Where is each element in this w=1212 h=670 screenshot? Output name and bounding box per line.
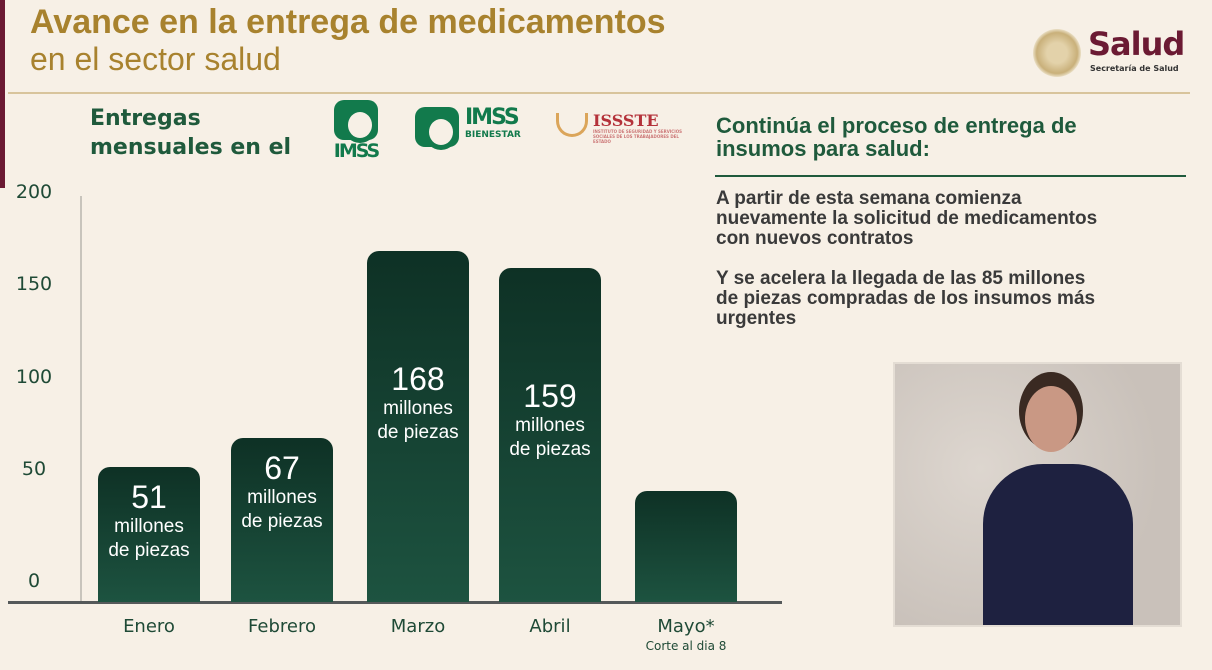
bar-mayo: 38millonesde piezas bbox=[635, 491, 737, 602]
imss-logo: IMSS bbox=[332, 100, 380, 162]
y-tick-label: 200 bbox=[15, 181, 53, 203]
salud-logo-subtitle: Secretaría de Salud bbox=[1090, 64, 1179, 73]
x-tick-note: Corte al dia 8 bbox=[645, 639, 727, 653]
data-label: 67 bbox=[264, 449, 300, 486]
salud-logo: Salud bbox=[1088, 25, 1185, 63]
paragraph-2-line: de piezas compradas de los insumos más bbox=[716, 288, 1096, 309]
x-tick-label: Abril bbox=[529, 616, 571, 637]
chart-heading-line2: mensuales en el bbox=[90, 135, 292, 160]
header-divider bbox=[8, 92, 1190, 94]
data-label: 51 bbox=[131, 479, 167, 516]
bar-abril: 159 millones de piezas bbox=[499, 267, 601, 602]
interpreter-head bbox=[1025, 386, 1077, 452]
y-tick-label: 150 bbox=[15, 273, 53, 296]
paragraph-2: Y se acelera la llegada de las 85 millon… bbox=[716, 269, 1095, 329]
right-divider bbox=[715, 175, 1186, 177]
paragraph-1-line: nuevamente la solicitud de medicamentos bbox=[716, 208, 1098, 229]
data-label: 168 bbox=[391, 361, 445, 398]
page-title: Avance en la entrega de medicamentos bbox=[30, 3, 666, 41]
issste-hands-icon bbox=[556, 113, 588, 137]
accent-bar bbox=[0, 0, 5, 188]
y-tick-label: 0 bbox=[27, 570, 41, 592]
x-tick-label: Marzo bbox=[390, 616, 446, 637]
imss-emblem-icon bbox=[334, 100, 378, 143]
bar-marzo: 168 millones de piezas bbox=[367, 251, 469, 602]
imss-bienestar-logo: IMSS BIENESTAR bbox=[415, 105, 521, 150]
imss-bienestar-emblem-icon bbox=[415, 107, 459, 150]
paragraph-1-line: con nuevos contratos bbox=[716, 228, 914, 249]
y-tick-label: 50 bbox=[21, 457, 47, 480]
page-subtitle: en el sector salud bbox=[30, 41, 281, 77]
bar-enero: 51 millones de piezas bbox=[98, 467, 200, 602]
x-axis bbox=[8, 601, 782, 604]
issste-logo: ISSSTE INSTITUTO DE SEGURIDAD Y SERVICIOS… bbox=[556, 113, 693, 144]
x-tick-label: Enero bbox=[123, 616, 175, 637]
y-tick-label: 100 bbox=[15, 365, 53, 388]
data-label-unit: millones bbox=[114, 516, 184, 538]
sign-language-interpreter-video bbox=[893, 362, 1182, 627]
paragraph-2-line: Y se acelera la llegada de las 85 millon… bbox=[716, 268, 1086, 289]
imss-logo-text: IMSS bbox=[333, 140, 381, 162]
national-seal-icon bbox=[1033, 29, 1081, 77]
y-axis bbox=[80, 196, 82, 602]
interpreter-body bbox=[983, 464, 1133, 625]
paragraph-2-line: urgentes bbox=[716, 308, 797, 329]
x-tick-label: Febrero bbox=[248, 616, 316, 637]
data-label-unit: de piezas bbox=[241, 510, 323, 532]
paragraph-1: A partir de esta semana comienza nuevame… bbox=[716, 189, 1097, 249]
data-label-unit: millones bbox=[383, 398, 453, 420]
data-label-unit: de piezas bbox=[377, 422, 459, 444]
x-tick-label: Mayo* bbox=[657, 616, 715, 637]
right-title: Continúa el proceso de entrega de insumo… bbox=[716, 114, 1077, 160]
data-label-unit: millones bbox=[515, 414, 585, 436]
paragraph-1-line: A partir de esta semana comienza bbox=[716, 188, 1022, 209]
issste-subtext: INSTITUTO DE SEGURIDAD Y SERVICIOS SOCIA… bbox=[593, 129, 682, 144]
chart-heading-line1: Entregas bbox=[90, 106, 201, 131]
data-label-unit: de piezas bbox=[108, 540, 190, 562]
bar-febrero: 67 millones de piezas bbox=[231, 437, 333, 602]
right-title-line2: insumos para salud: bbox=[716, 136, 930, 161]
data-label: 159 bbox=[523, 377, 577, 414]
data-label: 38 bbox=[635, 601, 737, 602]
issste-text: ISSSTE bbox=[593, 111, 659, 130]
data-label-unit: millones bbox=[247, 486, 317, 508]
chart-heading: Entregas mensuales en el bbox=[90, 104, 291, 162]
imss-bienestar-text: IMSS bbox=[465, 105, 520, 130]
imss-bienestar-subtext: BIENESTAR bbox=[465, 130, 521, 140]
data-label-unit: de piezas bbox=[509, 438, 591, 460]
right-title-line1: Continúa el proceso de entrega de bbox=[716, 113, 1077, 138]
